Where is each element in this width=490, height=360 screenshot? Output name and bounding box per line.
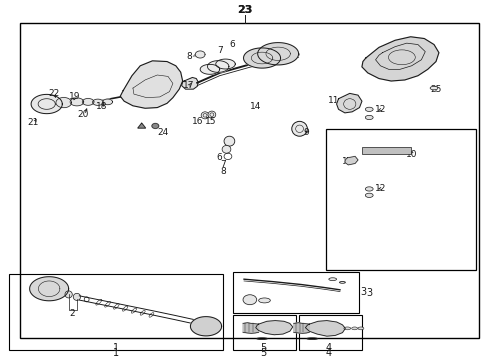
Text: 21: 21 [27, 118, 39, 127]
Bar [9, 274, 223, 350]
Ellipse shape [208, 111, 216, 118]
Text: 5: 5 [260, 348, 267, 358]
Text: 12: 12 [375, 105, 386, 114]
Polygon shape [256, 321, 293, 335]
Circle shape [243, 295, 257, 305]
Polygon shape [30, 277, 69, 301]
Ellipse shape [65, 291, 73, 298]
Text: 2: 2 [69, 309, 75, 318]
Polygon shape [345, 156, 358, 165]
Ellipse shape [366, 115, 373, 120]
Text: 6: 6 [229, 40, 235, 49]
Ellipse shape [366, 193, 373, 197]
Polygon shape [182, 77, 198, 89]
Text: 23: 23 [237, 5, 253, 15]
Text: 13: 13 [342, 157, 353, 166]
Polygon shape [258, 42, 298, 65]
Text: 5: 5 [260, 343, 267, 353]
Text: 4: 4 [326, 343, 332, 353]
Polygon shape [196, 51, 205, 58]
Ellipse shape [292, 121, 307, 136]
Polygon shape [244, 48, 281, 68]
Text: 1: 1 [113, 343, 119, 353]
Text: 6: 6 [217, 153, 222, 162]
Ellipse shape [358, 327, 364, 330]
Text: 17: 17 [183, 81, 195, 90]
Polygon shape [120, 61, 183, 108]
Text: 8: 8 [220, 167, 226, 176]
Ellipse shape [201, 112, 209, 119]
Polygon shape [200, 64, 220, 74]
Ellipse shape [352, 327, 358, 330]
Polygon shape [294, 323, 309, 333]
Bar [233, 315, 296, 350]
Text: 22: 22 [49, 89, 60, 98]
Ellipse shape [344, 327, 351, 330]
Polygon shape [243, 323, 259, 333]
Text: 16: 16 [192, 117, 203, 126]
Bar [20, 23, 479, 338]
Text: 18: 18 [96, 102, 107, 111]
Polygon shape [103, 99, 113, 105]
Ellipse shape [73, 293, 80, 301]
Text: 9: 9 [303, 128, 309, 137]
Text: 7: 7 [217, 46, 222, 55]
Text: 8: 8 [186, 53, 192, 62]
Text: 24: 24 [157, 128, 169, 137]
Polygon shape [70, 98, 84, 106]
Polygon shape [216, 59, 235, 69]
Ellipse shape [366, 187, 373, 191]
Ellipse shape [259, 298, 270, 303]
Polygon shape [191, 317, 221, 336]
Text: 23: 23 [237, 5, 253, 15]
Text: 20: 20 [77, 110, 89, 119]
Text: 11: 11 [328, 96, 340, 105]
Ellipse shape [224, 136, 235, 146]
Polygon shape [31, 94, 62, 114]
Text: 14: 14 [250, 102, 261, 111]
Text: 12: 12 [375, 184, 386, 193]
Bar [233, 272, 360, 313]
Polygon shape [82, 99, 94, 105]
Polygon shape [207, 61, 229, 72]
Bar [362, 147, 411, 154]
Ellipse shape [329, 278, 337, 280]
Text: 3: 3 [366, 288, 372, 298]
Text: 10: 10 [406, 150, 417, 159]
Ellipse shape [222, 145, 231, 153]
Ellipse shape [366, 107, 373, 112]
Text: 15: 15 [205, 117, 217, 126]
Text: 3: 3 [360, 287, 366, 297]
Bar [326, 129, 476, 270]
Polygon shape [337, 93, 362, 113]
Polygon shape [56, 98, 72, 108]
Polygon shape [305, 321, 345, 336]
Text: 4: 4 [326, 348, 332, 358]
Ellipse shape [430, 86, 438, 90]
Polygon shape [138, 123, 146, 128]
Text: 19: 19 [69, 92, 80, 101]
Polygon shape [93, 99, 103, 105]
Text: 25: 25 [430, 85, 441, 94]
Bar [298, 315, 362, 350]
Text: 1: 1 [113, 348, 119, 358]
Polygon shape [362, 37, 439, 81]
Text: 7: 7 [220, 161, 226, 170]
Circle shape [152, 123, 159, 129]
